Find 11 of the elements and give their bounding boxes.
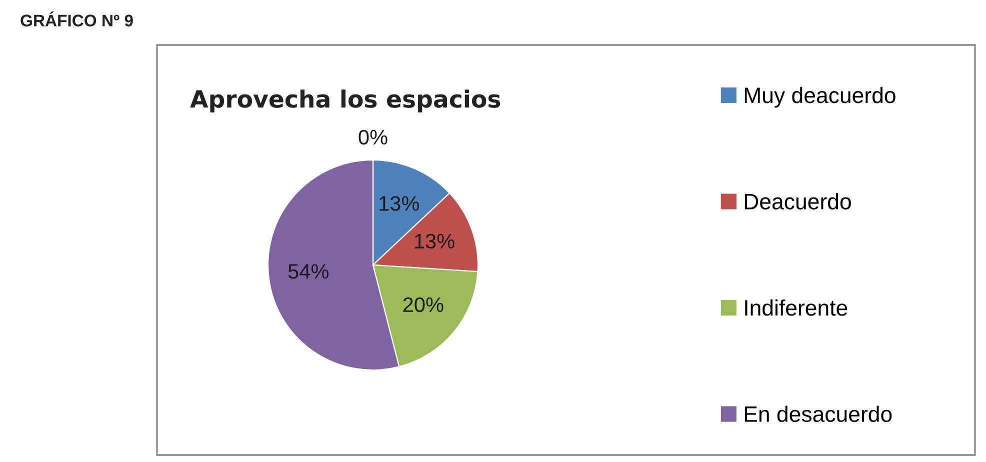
- legend-label: En desacuerdo: [744, 406, 892, 422]
- legend-label: Deacuerdo: [744, 193, 851, 210]
- data-label: 20%: [403, 297, 444, 312]
- legend-label: Muy deacuerdo: [744, 86, 896, 108]
- text: GRÁFICO Nº 9: [20, 12, 133, 26]
- legend-label: Indiferente: [745, 299, 848, 316]
- data-label: 13%: [380, 196, 419, 211]
- data-label: 13%: [414, 234, 454, 249]
- text: 0%: [358, 130, 388, 145]
- chart-title: Aprovecha los espacios: [190, 90, 500, 112]
- data-label: 54%: [288, 264, 329, 279]
